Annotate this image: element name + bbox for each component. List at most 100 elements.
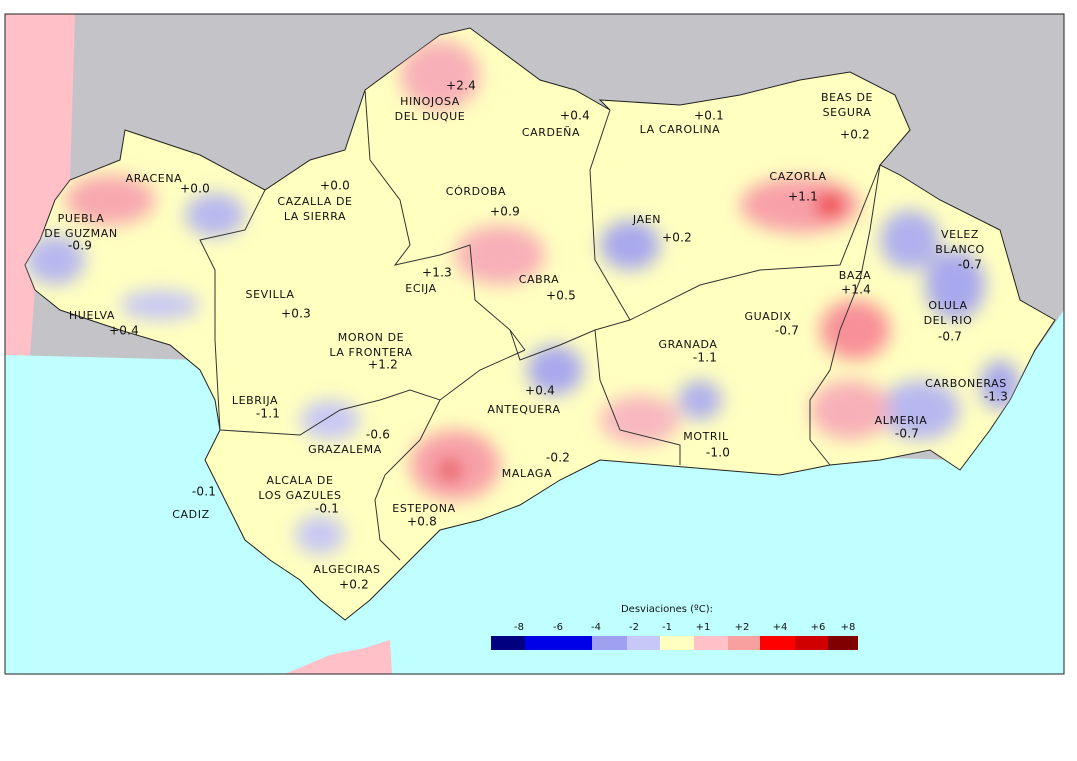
- station-name: LEBRIJA: [232, 394, 278, 407]
- station-name: LA SIERRA: [284, 210, 346, 223]
- legend-swatch: [592, 636, 627, 650]
- station-name: CARBONERAS: [925, 377, 1007, 390]
- legend-label: +8: [841, 622, 856, 633]
- station-name: ALCALA DE: [266, 474, 333, 487]
- station-name: PUEBLA: [58, 212, 105, 225]
- station-name: GRANADA: [658, 338, 717, 351]
- station-value: +0.3: [281, 307, 311, 321]
- station-name: ALMERIA: [875, 414, 928, 427]
- station-value: -1.1: [256, 407, 280, 421]
- station-value: +0.4: [525, 384, 555, 398]
- province-borders: [199, 89, 881, 561]
- anomaly-field: [25, 40, 1020, 555]
- land-portugal: [5, 14, 75, 360]
- station-name: HINOJOSA: [400, 95, 460, 108]
- station-value: +1.1: [788, 190, 818, 204]
- station-value: -1.1: [693, 351, 717, 365]
- station-value: +0.0: [180, 182, 210, 196]
- station-name: OLULA: [928, 299, 967, 312]
- station-name: BAZA: [839, 269, 872, 282]
- station-name: ARACENA: [126, 172, 183, 185]
- legend-swatch: [491, 636, 525, 650]
- frame: [4, 13, 1065, 675]
- legend-label: -4: [591, 622, 601, 633]
- station-name: CABRA: [519, 273, 559, 286]
- station-name: MALAGA: [502, 467, 552, 480]
- station-name: CAZALLA DE: [277, 195, 352, 208]
- station-value: -0.7: [958, 258, 982, 272]
- legend-label: +6: [811, 622, 826, 633]
- station-name: MORON DE: [338, 331, 404, 344]
- station-name: BEAS DE: [821, 91, 873, 104]
- land-murcia: [930, 100, 1064, 318]
- station-name: SEGURA: [823, 106, 872, 119]
- station-name: MOTRIL: [683, 430, 729, 443]
- station-name: ECIJA: [405, 282, 436, 295]
- legend-swatch: [795, 636, 828, 650]
- legend-swatch: [660, 636, 694, 650]
- station-value: +0.9: [490, 205, 520, 219]
- station-value: -0.1: [192, 485, 216, 499]
- station-labels: HINOJOSA DEL DUQUE +2.4 CARDEÑA +0.4 LA CAROL…: [44, 79, 1008, 592]
- station-value: -0.2: [546, 451, 570, 465]
- station-name: LOS GAZULES: [258, 489, 341, 502]
- station-name: ANTEQUERA: [487, 403, 560, 416]
- legend-label: -2: [629, 622, 639, 633]
- legend-swatch: [828, 636, 858, 650]
- station-value: +0.1: [694, 109, 724, 123]
- station-value: +0.4: [109, 324, 139, 338]
- legend-label: +1: [696, 622, 711, 633]
- legend: Desviaciones (ºC): -8 -6 -4 -2 -1 +1 +2 +4 +6 +8: [491, 604, 858, 650]
- station-value: -0.7: [938, 330, 962, 344]
- station-value: -1.3: [984, 390, 1008, 404]
- station-value: +1.3: [422, 266, 452, 280]
- station-name: DEL RIO: [924, 314, 973, 327]
- station-value: -0.7: [895, 427, 919, 441]
- station-value: +1.2: [368, 358, 398, 372]
- station-name: JAEN: [632, 213, 661, 226]
- legend-label: -1: [662, 622, 672, 633]
- legend-title: Desviaciones (ºC):: [621, 604, 713, 615]
- legend-swatch: [627, 636, 660, 650]
- station-value: +0.5: [546, 289, 576, 303]
- station-value: +0.2: [840, 128, 870, 142]
- station-name: DEL DUQUE: [395, 110, 466, 123]
- station-value: +1.4: [841, 283, 871, 297]
- legend-label: -6: [553, 622, 563, 633]
- station-value: +0.0: [320, 179, 350, 193]
- legend-swatch: [728, 636, 760, 650]
- station-name: VELEZ: [941, 228, 979, 241]
- station-value: +0.2: [662, 231, 692, 245]
- station-name: GRAZALEMA: [308, 443, 382, 456]
- station-value: +0.8: [407, 515, 437, 529]
- station-name: CÓRDOBA: [446, 185, 506, 198]
- station-name: GUADIX: [745, 310, 792, 323]
- station-name: HUELVA: [69, 309, 115, 322]
- station-name: ESTEPONA: [392, 502, 455, 515]
- legend-swatch: [760, 636, 795, 650]
- station-name: ALGECIRAS: [313, 563, 380, 576]
- legend-label: +2: [735, 622, 750, 633]
- legend-swatch: [525, 636, 592, 650]
- station-value: -0.6: [366, 428, 390, 442]
- station-name: DE GUZMAN: [44, 227, 117, 240]
- land-morocco: [285, 640, 392, 674]
- legend-swatch: [694, 636, 728, 650]
- station-value: +0.2: [339, 578, 369, 592]
- station-name: LA CAROLINA: [640, 123, 721, 136]
- station-name: SEVILLA: [246, 288, 295, 301]
- station-value: -0.7: [775, 324, 799, 338]
- station-name: CADIZ: [172, 508, 209, 521]
- station-value: -0.1: [315, 502, 339, 516]
- station-name: CARDEÑA: [522, 126, 580, 139]
- legend-label: -8: [514, 622, 524, 633]
- station-value: -1.0: [706, 446, 730, 460]
- legend-label: +4: [773, 622, 788, 633]
- station-value: +2.4: [446, 79, 476, 93]
- station-name: CAZORLA: [769, 170, 826, 183]
- station-value: -0.9: [68, 239, 92, 253]
- station-name: BLANCO: [935, 243, 985, 256]
- station-name: LA FRONTERA: [329, 346, 412, 359]
